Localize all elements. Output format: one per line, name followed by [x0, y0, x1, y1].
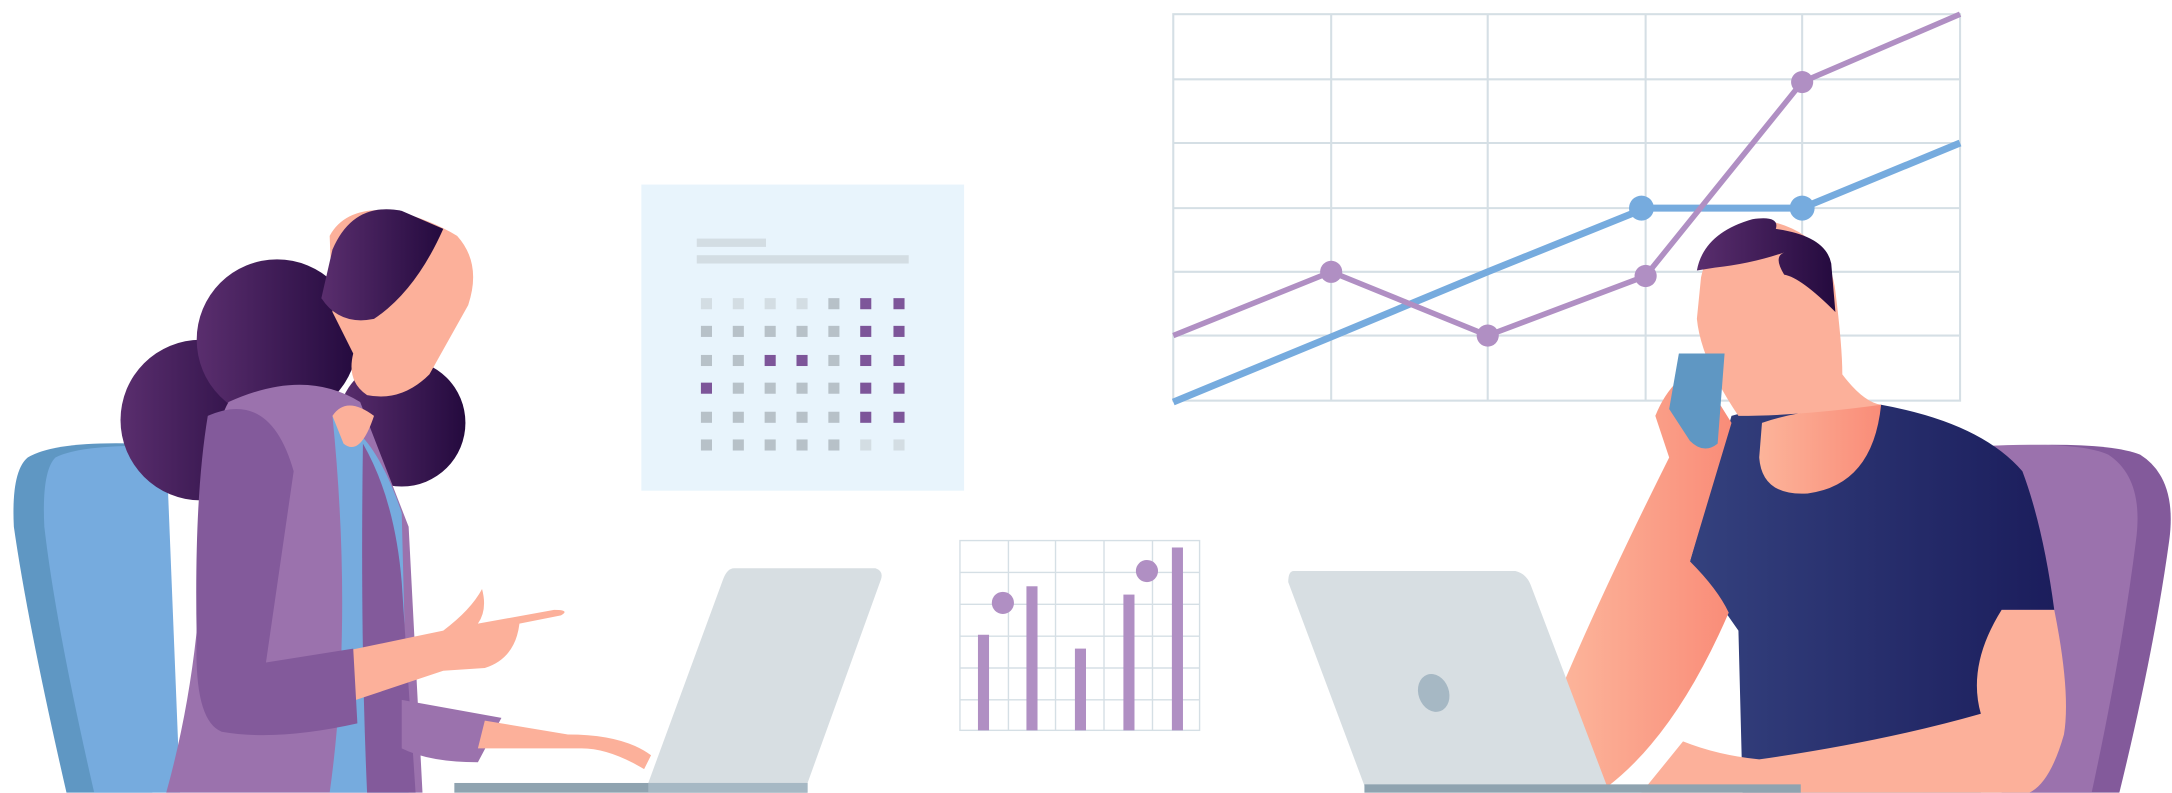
- purple-line: [1172, 11, 1962, 339]
- blue-line: [1171, 139, 1962, 406]
- left-laptop: [454, 568, 882, 793]
- bar-chart-decoration: [959, 539, 1201, 732]
- woman-figure: [13, 209, 652, 793]
- chart-dots: [1320, 70, 1815, 347]
- calendar-decoration: [641, 184, 965, 491]
- right-laptop: [1288, 571, 1801, 793]
- line-chart-decoration: [1172, 13, 1962, 402]
- man-figure: [1565, 218, 2171, 793]
